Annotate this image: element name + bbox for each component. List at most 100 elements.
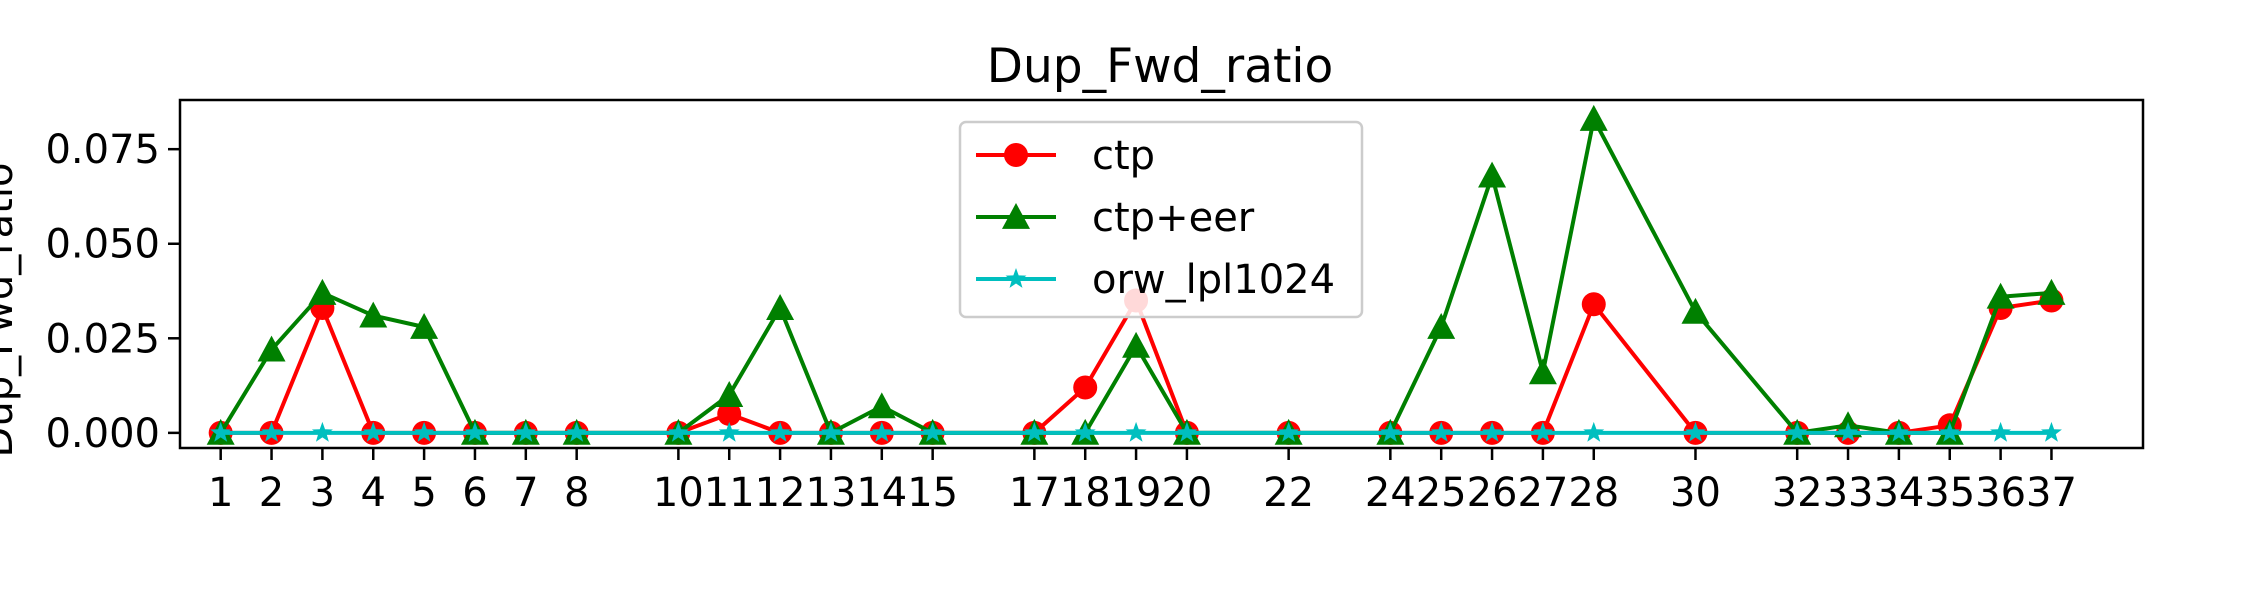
x-tick-label: 6 xyxy=(462,470,487,516)
data-point xyxy=(1478,161,1507,188)
series-layer xyxy=(206,104,2066,445)
data-point xyxy=(1990,421,2012,442)
x-tick-label: 25 xyxy=(1416,470,1467,516)
data-point xyxy=(566,421,588,442)
x-tick-label: 4 xyxy=(361,470,386,516)
data-point xyxy=(1176,421,1198,442)
data-point xyxy=(1278,421,1300,442)
x-tick-label: 20 xyxy=(1161,470,1212,516)
series-line xyxy=(220,298,2052,435)
data-point xyxy=(410,312,439,339)
x-tick-label: 15 xyxy=(907,470,958,516)
data-point xyxy=(1481,421,1503,442)
legend-item: ctp+eer xyxy=(976,195,1255,241)
x-tick-label: 30 xyxy=(1670,470,1721,516)
x-tick-label: 3 xyxy=(310,470,335,516)
y-tick-label: 0.025 xyxy=(45,316,160,362)
data-point xyxy=(820,421,842,442)
data-point xyxy=(1939,421,1961,442)
data-point xyxy=(1888,421,1910,442)
x-tick-label: 27 xyxy=(1517,470,1568,516)
data-point xyxy=(1786,421,1808,442)
legend-label: ctp xyxy=(1092,133,1155,179)
x-tick-label: 1 xyxy=(208,470,233,516)
data-point xyxy=(1986,282,2015,309)
y-axis: 0.000 0.025 0.050 0.075 xyxy=(45,127,180,457)
data-point xyxy=(413,421,435,442)
x-tick-label: 7 xyxy=(513,470,538,516)
data-point xyxy=(308,278,337,305)
x-tick-label: 10 xyxy=(653,470,704,516)
chart-title: Dup_Fwd_ratio xyxy=(987,39,1334,94)
data-point xyxy=(717,401,742,426)
data-point xyxy=(718,421,740,442)
x-tick-label: 13 xyxy=(805,470,856,516)
data-point xyxy=(1579,104,1608,131)
x-tick-label: 14 xyxy=(856,470,907,516)
data-point xyxy=(1379,421,1401,442)
legend-label: orw_lpl1024 xyxy=(1092,257,1335,303)
data-point xyxy=(515,421,537,442)
data-point xyxy=(1074,421,1096,442)
plot-area xyxy=(178,98,2145,450)
data-point xyxy=(261,421,282,442)
legend-item: ctp xyxy=(976,133,1155,179)
x-tick-label: 19 xyxy=(1111,470,1162,516)
data-point xyxy=(769,421,791,442)
data-point xyxy=(766,294,795,320)
x-tick-label: 37 xyxy=(2026,470,2077,516)
data-point xyxy=(1583,421,1605,442)
x-tick-label: 34 xyxy=(1873,470,1924,516)
data-point xyxy=(1073,375,1098,400)
data-point xyxy=(1532,421,1554,442)
x-tick-label: 28 xyxy=(1568,470,1619,516)
data-point xyxy=(362,421,384,442)
legend-label: ctp+eer xyxy=(1092,195,1255,241)
x-tick-label: 18 xyxy=(1060,470,1111,516)
data-point xyxy=(210,421,232,442)
y-tick-label: 0.050 xyxy=(45,222,160,268)
x-tick-label: 11 xyxy=(704,470,755,516)
x-tick-label: 33 xyxy=(1823,470,1874,516)
legend-marker xyxy=(1002,203,1030,229)
data-point xyxy=(1681,297,1710,324)
data-point xyxy=(1023,421,1045,442)
x-tick-label: 32 xyxy=(1772,470,1823,516)
legend-marker xyxy=(1004,143,1028,167)
x-tick-label: 2 xyxy=(259,470,284,516)
x-tick-label: 36 xyxy=(1975,470,2026,516)
data-point xyxy=(1528,358,1557,385)
data-point xyxy=(922,421,944,442)
y-tick-label: 0.000 xyxy=(45,411,160,457)
data-point xyxy=(1685,421,1706,442)
data-point xyxy=(2041,421,2062,442)
legend: ctp ctp+eer orw_lpl1024 xyxy=(958,120,1364,319)
legend-marker xyxy=(1005,268,1027,288)
data-point xyxy=(715,381,744,407)
data-point xyxy=(464,421,486,442)
y-tick-label: 0.075 xyxy=(45,127,160,173)
data-point xyxy=(867,392,896,419)
data-point xyxy=(1122,331,1151,358)
legend-box xyxy=(958,120,1364,319)
x-axis: 1 2 3 4 5 6 7 8 10 11 12 13 14 15 17 18 19 20 22 24 25 26 27 28… xyxy=(208,448,2077,516)
data-point xyxy=(1430,421,1452,442)
data-point xyxy=(359,301,388,328)
data-point xyxy=(2037,278,2066,305)
data-point xyxy=(871,421,893,442)
x-tick-label: 35 xyxy=(1924,470,1975,516)
series-orw-lpl1024 xyxy=(210,421,2062,442)
data-point xyxy=(667,421,689,442)
x-tick-label: 12 xyxy=(755,470,806,516)
legend-item: orw_lpl1024 xyxy=(976,257,1335,303)
x-tick-label: 17 xyxy=(1009,470,1060,516)
x-tick-label: 5 xyxy=(411,470,436,516)
data-point xyxy=(311,421,333,442)
y-axis-label: Dup_Fwd_ratio xyxy=(0,163,22,458)
x-tick-label: 26 xyxy=(1467,470,1518,516)
data-point xyxy=(257,335,286,362)
data-point xyxy=(1125,421,1147,442)
data-point xyxy=(1581,292,1606,317)
plot-frame xyxy=(178,98,2145,450)
x-tick-label: 24 xyxy=(1365,470,1416,516)
